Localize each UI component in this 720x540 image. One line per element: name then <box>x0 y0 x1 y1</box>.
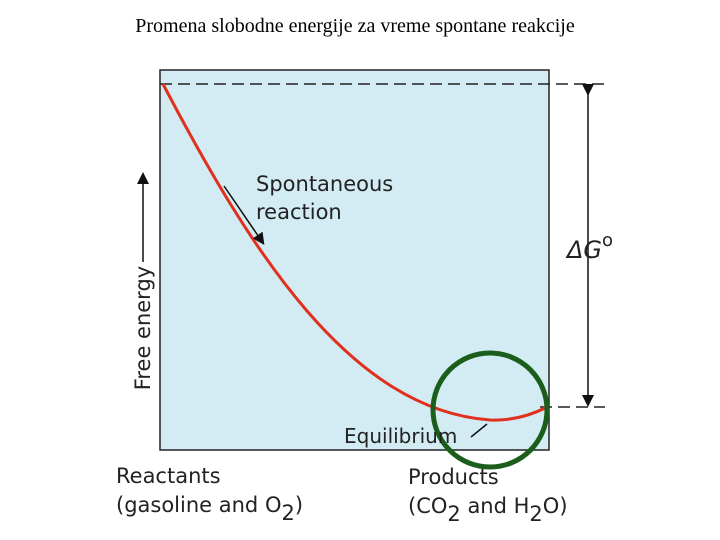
energy-curve <box>161 83 548 422</box>
curve-label: Spontaneous <box>256 172 393 196</box>
formula-part: O) <box>543 494 568 518</box>
formula-part: and H <box>461 494 530 518</box>
products-label: Products <box>408 465 499 489</box>
formula-part: ) <box>295 493 303 517</box>
delta-g-superscript: o <box>602 230 613 251</box>
delta-g: ΔG <box>565 236 602 264</box>
delta-g-label: ΔGo <box>565 230 613 264</box>
formula-part: (gasoline and O <box>116 493 281 517</box>
reactants-formula: (gasoline and O2) <box>116 493 303 525</box>
subscript: 2 <box>281 501 294 525</box>
plot-panel <box>159 69 550 451</box>
formula-part: (CO <box>408 494 447 518</box>
subscript: 2 <box>529 502 542 526</box>
equilibrium-pointer <box>470 423 488 438</box>
reactants-label: Reactants <box>116 464 221 488</box>
subscript: 2 <box>447 502 460 526</box>
equilibrium-label: Equilibrium <box>344 424 457 448</box>
products-formula: (CO2 and H2O) <box>408 494 568 526</box>
curve-label: reaction <box>256 200 342 224</box>
y-axis-label: Free energy <box>131 266 155 390</box>
highlight-circle <box>430 350 550 470</box>
title: Promena slobodne energije za vreme spont… <box>135 15 575 37</box>
curve-pointer <box>223 185 265 245</box>
